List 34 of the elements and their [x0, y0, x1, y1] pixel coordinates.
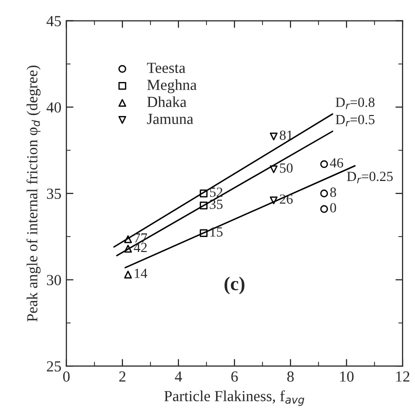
x-tick-label: 8: [287, 371, 294, 382]
annotation: 8: [330, 188, 336, 197]
annotation: (c): [224, 276, 244, 294]
annotation: 52: [210, 188, 222, 197]
y-axis-title: Peak angle of internal friction φ$_{d}$ (degree): [26, 66, 41, 322]
x-axis-title: Particle Flakiness, f$_{avg}$: [164, 390, 304, 406]
legend-label: Teesta: [147, 62, 186, 74]
legend-label: Jamuna: [147, 114, 194, 124]
annotation: 14: [134, 268, 148, 278]
annotation: 46: [330, 158, 344, 168]
x-tick-label: 4: [174, 371, 182, 382]
annotation: 42: [134, 242, 147, 252]
annotation: 35: [210, 200, 223, 209]
legend-label: Dhaka: [147, 96, 186, 108]
annotation: 81: [280, 130, 292, 140]
x-tick-label: 10: [340, 371, 354, 382]
annotation: 26: [280, 194, 293, 204]
x-tick-label: 6: [231, 371, 238, 382]
annotation: 15: [210, 227, 223, 237]
y-tick-label: 25: [46, 361, 61, 372]
legend-label: Meghna: [147, 79, 197, 94]
series-label: D$_{r}$=0.5: [336, 114, 374, 126]
y-tick-label: 35: [46, 188, 61, 199]
y-tick-label: 40: [46, 102, 61, 113]
annotation: 50: [280, 163, 293, 173]
annotation: 77: [134, 233, 148, 243]
x-tick-label: 2: [119, 371, 126, 382]
x-tick-label: 0: [63, 371, 70, 382]
annotation: 0: [330, 203, 336, 212]
y-tick-label: 45: [46, 16, 61, 26]
y-tick-label: 30: [46, 274, 61, 286]
series-label: D$_{r}$=0.25: [346, 172, 393, 184]
x-tick-label: 12: [396, 371, 410, 382]
series-label: D$_{r}$=0.8: [336, 98, 374, 110]
